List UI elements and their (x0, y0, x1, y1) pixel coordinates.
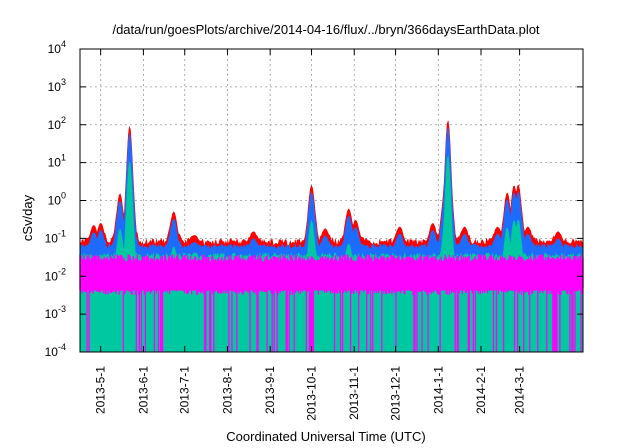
x-tick-label: 2013-11-1 (347, 366, 361, 420)
y-tick-label: 10-1 (45, 228, 66, 245)
y-tick-label: 101 (48, 153, 66, 170)
x-tick-label: 2013-7-1 (178, 366, 192, 414)
x-tick-label: 2014-1-1 (431, 366, 445, 414)
series-magenta-band (80, 254, 583, 291)
y-tick-label: 100 (48, 191, 66, 208)
y-tick-label: 10-4 (45, 342, 66, 359)
x-tick-label: 2014-3-1 (513, 366, 527, 414)
y-tick-label: 104 (48, 39, 66, 56)
y-tick-label: 102 (48, 115, 66, 132)
x-tick-label: 2013-6-1 (136, 366, 150, 414)
y-axis-label: cSv/day (20, 194, 35, 241)
x-tick-label: 2013-10-1 (305, 366, 319, 421)
y-tick-label: 10-3 (45, 304, 66, 321)
plot-area: 10-4 10-3 10-2 10-1 100 101 102 103 104 2013-5-1 2… (45, 39, 584, 421)
x-tick-label: 2013-8-1 (220, 366, 234, 414)
y-tick-label: 103 (48, 77, 66, 94)
x-tick-label: 2013-12-1 (389, 366, 403, 421)
chart-title: /data/run/goesPlots/archive/2014-04-16/f… (112, 22, 539, 37)
x-tick-label: 2013-9-1 (263, 366, 277, 414)
x-tick-label: 2013-5-1 (94, 366, 108, 414)
x-axis-label: Coordinated Universal Time (UTC) (226, 429, 425, 444)
y-tick-label: 10-2 (45, 266, 66, 283)
x-tick-label: 2014-2-1 (474, 366, 488, 414)
